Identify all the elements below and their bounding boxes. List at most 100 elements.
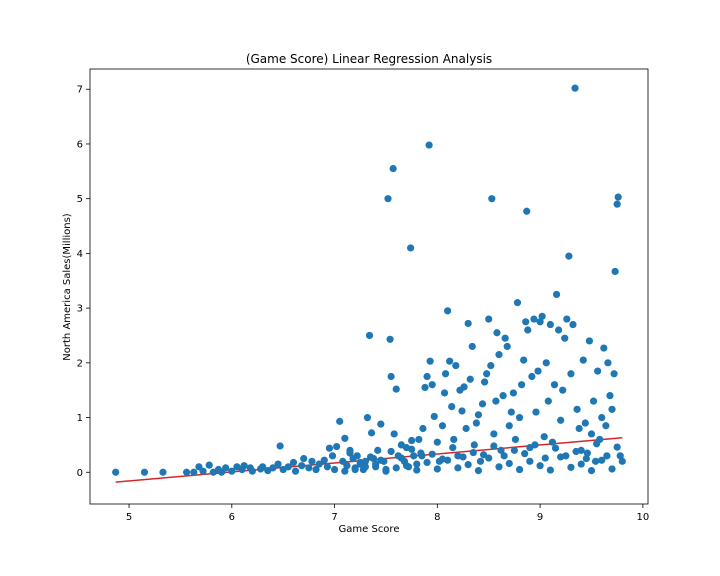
data-point bbox=[582, 454, 590, 463]
data-point bbox=[441, 370, 450, 378]
data-point bbox=[520, 356, 528, 364]
data-point bbox=[468, 342, 476, 351]
data-point bbox=[336, 417, 344, 425]
chart-title: (Game Score) Linear Regression Analysis bbox=[246, 52, 492, 66]
data-point bbox=[356, 458, 364, 467]
y-tick-label: 6 bbox=[77, 139, 83, 150]
data-point bbox=[536, 462, 544, 470]
data-point bbox=[485, 315, 493, 323]
data-point bbox=[333, 442, 341, 451]
data-point bbox=[413, 466, 421, 474]
y-axis-ticks: 0 1 2 3 4 5 6 7 bbox=[77, 85, 90, 479]
data-point bbox=[495, 351, 503, 359]
data-point bbox=[454, 464, 462, 472]
data-point bbox=[449, 444, 457, 452]
data-point bbox=[341, 434, 349, 442]
data-point bbox=[190, 468, 198, 476]
data-point bbox=[485, 454, 493, 462]
data-point bbox=[474, 411, 483, 419]
data-point bbox=[363, 413, 372, 422]
data-point bbox=[440, 389, 449, 397]
data-point bbox=[562, 452, 570, 460]
data-point bbox=[511, 435, 520, 444]
x-axis-label: Game Score bbox=[339, 524, 400, 535]
data-point bbox=[341, 467, 349, 475]
data-point bbox=[351, 465, 359, 474]
x-tick-label: 5 bbox=[126, 512, 132, 523]
data-point bbox=[312, 465, 320, 474]
x-tick-label: 9 bbox=[537, 512, 543, 523]
data-point bbox=[567, 370, 575, 378]
data-point bbox=[433, 438, 441, 446]
axes bbox=[89, 68, 649, 505]
data-point bbox=[490, 442, 498, 450]
data-point bbox=[538, 312, 546, 320]
data-point bbox=[526, 457, 534, 465]
data-point bbox=[534, 367, 542, 375]
data-point bbox=[377, 456, 385, 464]
data-point bbox=[567, 463, 575, 471]
data-point bbox=[544, 397, 552, 405]
data-point bbox=[540, 433, 548, 441]
data-point bbox=[459, 453, 467, 461]
data-point bbox=[492, 397, 500, 405]
data-point bbox=[353, 452, 361, 460]
data-point bbox=[515, 413, 524, 422]
data-point bbox=[407, 244, 415, 252]
data-point bbox=[598, 456, 606, 464]
data-point bbox=[571, 84, 579, 92]
y-tick-label: 2 bbox=[77, 358, 83, 369]
data-point bbox=[430, 412, 438, 421]
data-point bbox=[205, 461, 213, 469]
plot-frame bbox=[89, 68, 649, 505]
data-point bbox=[569, 320, 577, 329]
data-point bbox=[616, 452, 624, 460]
data-point bbox=[308, 457, 316, 465]
data-point bbox=[274, 460, 282, 468]
data-point bbox=[557, 416, 565, 424]
data-point bbox=[464, 461, 472, 469]
data-point bbox=[291, 467, 300, 475]
data-point bbox=[577, 460, 585, 468]
data-point bbox=[428, 450, 436, 458]
y-tick-label: 4 bbox=[77, 249, 83, 260]
data-point bbox=[259, 463, 267, 471]
data-point bbox=[490, 430, 498, 438]
data-point bbox=[446, 357, 454, 365]
data-point bbox=[614, 193, 622, 201]
data-point bbox=[604, 359, 612, 367]
data-point bbox=[500, 452, 508, 460]
data-point bbox=[546, 466, 554, 474]
data-point bbox=[389, 164, 397, 173]
data-point bbox=[444, 307, 452, 315]
data-point bbox=[521, 450, 529, 458]
data-point bbox=[598, 413, 606, 422]
data-point bbox=[608, 465, 616, 473]
data-point bbox=[408, 445, 416, 453]
data-point bbox=[603, 452, 611, 460]
data-point bbox=[600, 344, 608, 352]
data-point bbox=[366, 453, 375, 461]
data-point bbox=[530, 315, 538, 323]
data-point bbox=[507, 408, 515, 416]
data-point bbox=[361, 463, 370, 471]
data-point bbox=[528, 372, 536, 381]
data-point bbox=[608, 405, 616, 413]
data-point bbox=[458, 407, 466, 415]
data-point bbox=[470, 441, 478, 449]
data-point bbox=[413, 460, 421, 468]
data-point bbox=[481, 378, 489, 386]
data-point bbox=[579, 356, 587, 364]
data-point bbox=[452, 361, 460, 370]
data-point bbox=[513, 299, 522, 307]
data-point bbox=[479, 451, 488, 459]
data-point bbox=[585, 337, 594, 345]
data-point bbox=[589, 397, 598, 405]
data-point bbox=[387, 372, 395, 381]
data-point bbox=[410, 452, 418, 460]
data-point bbox=[248, 467, 256, 475]
data-point bbox=[397, 454, 405, 462]
data-point bbox=[483, 370, 491, 378]
data-point bbox=[602, 422, 610, 430]
